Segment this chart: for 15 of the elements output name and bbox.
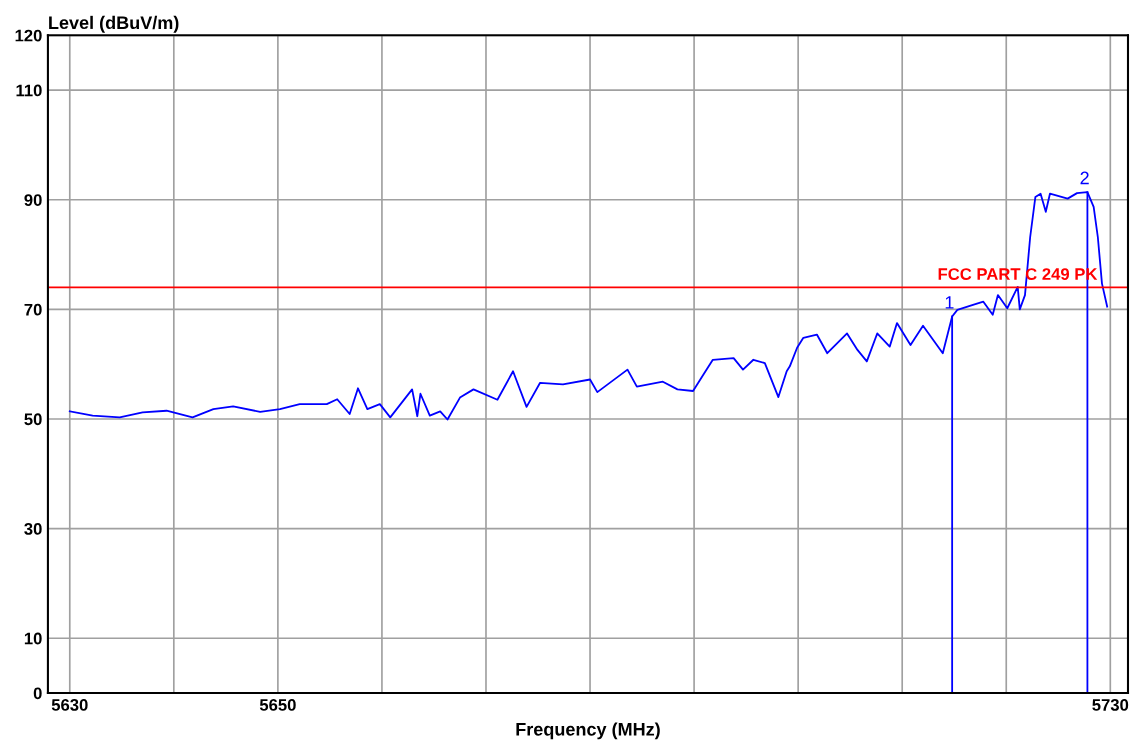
- y-tick-label: 90: [24, 194, 42, 206]
- y-tick-label: 10: [24, 632, 42, 645]
- x-tick-label: 5630: [51, 699, 88, 711]
- y-tick-label: 110: [16, 84, 42, 97]
- y-tick-label: 70: [24, 303, 42, 316]
- y-tick-label: 50: [24, 413, 42, 426]
- x-axis-title: Frequency (MHz): [516, 722, 660, 740]
- y-tick-label: 0: [33, 687, 42, 700]
- y-tick-label: 30: [24, 522, 42, 535]
- y-axis-title: Level (dBuV/m): [49, 15, 179, 33]
- x-tick-label: 5730: [1092, 699, 1129, 711]
- x-tick-label: 5650: [259, 699, 296, 711]
- y-tick-label: 120: [15, 29, 42, 42]
- annotation: 2: [1080, 171, 1089, 185]
- annotation: 1: [945, 296, 954, 309]
